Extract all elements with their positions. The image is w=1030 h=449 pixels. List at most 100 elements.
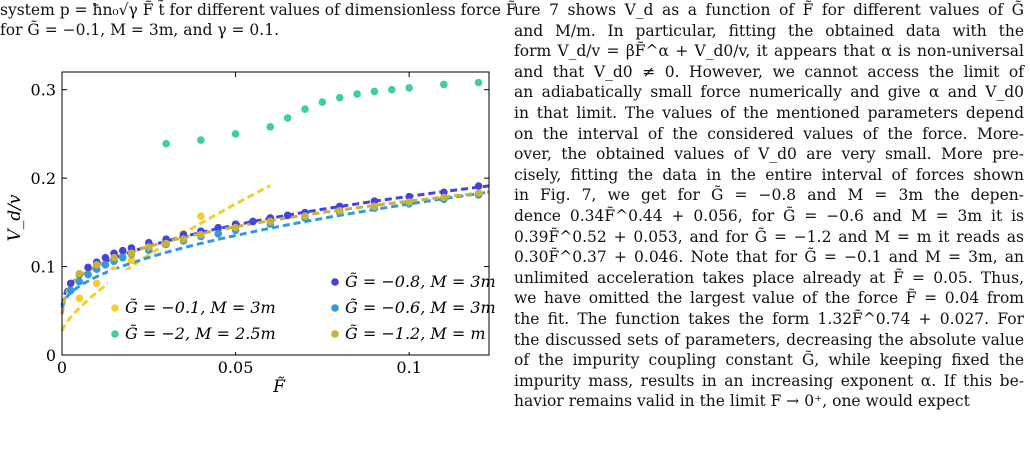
body-line: we have omitted the largest value of the… — [514, 289, 1024, 308]
data-point-series-4 — [440, 193, 448, 202]
data-point-series-1 — [66, 279, 75, 288]
body-line: in that limit. The values of the mention… — [514, 103, 1024, 122]
data-points — [66, 78, 483, 303]
data-point-series-1 — [405, 192, 413, 201]
data-point-series-2 — [474, 78, 483, 87]
legend-label: G̃ = −0.8, M = 3m — [345, 272, 496, 291]
data-point-series-2 — [162, 139, 170, 148]
body-paragraph: ure 7 shows V_d as a function of F̃ for … — [514, 0, 1024, 412]
data-point-series-3 — [75, 277, 84, 286]
x-tick-label: 0.05 — [218, 358, 254, 377]
data-point-series-2 — [283, 114, 292, 122]
data-point-series-3 — [101, 260, 110, 269]
body-line: cisely, fitting the data in the entire i… — [514, 165, 1024, 184]
data-point-series-0 — [127, 256, 136, 265]
legend-marker — [111, 304, 119, 312]
data-point-series-2 — [335, 93, 344, 102]
body-line: the fit. The function takes the form 1.3… — [514, 309, 1024, 328]
body-line: 0.30F̃^0.37 + 0.046. Note that for G̃ = … — [514, 248, 1024, 267]
legend-label: G̃ = −0.1, M = 3m — [125, 298, 276, 317]
x-tick-label: 0 — [57, 358, 67, 377]
body-line: 0.39F̃^0.52 + 0.053, and for G̃ = −1.2 a… — [514, 227, 1024, 246]
body-line: dence 0.34F̃^0.44 + 0.056, for G̃ = −0.6… — [514, 206, 1024, 225]
data-point-series-1 — [101, 253, 110, 262]
data-point-series-3 — [84, 270, 92, 279]
body-line: the discussed sets of parameters, decrea… — [514, 330, 1024, 349]
data-point-series-3 — [214, 230, 223, 238]
data-point-series-2 — [318, 98, 327, 106]
data-point-series-2 — [353, 90, 361, 98]
y-tick-label: 0 — [46, 346, 56, 365]
figure-7: 0 0.05 0.1 0 0.1 0.2 0.3 V_d/v F̃ G̃ = −0.8, M… — [0, 62, 500, 397]
body-line: ure 7 shows V_d as a function of F̃ for … — [514, 1, 1024, 19]
data-point-series-4 — [179, 235, 188, 243]
data-point-series-4 — [405, 198, 413, 206]
fit-curve-series-3 — [60, 190, 490, 309]
data-point-series-1 — [249, 217, 257, 226]
data-point-series-2 — [266, 123, 275, 131]
data-point-series-2 — [370, 87, 379, 96]
data-point-series-0 — [75, 294, 84, 303]
data-point-series-4 — [144, 243, 153, 251]
legend-marker — [331, 330, 339, 338]
y-tick-label: 0.3 — [31, 81, 56, 100]
data-point-series-3 — [118, 253, 127, 262]
legend: G̃ = −0.8, M = 3m G̃ = −0.1, M = 3m G̃ = −… — [108, 270, 496, 352]
body-line: unlimited acceleration takes place alrea… — [514, 268, 1024, 287]
legend-label: G̃ = −1.2, M = m — [345, 324, 486, 343]
legend-label: G̃ = −0.6, M = 3m — [345, 298, 496, 317]
data-point-series-3 — [66, 286, 75, 295]
data-point-series-4 — [266, 217, 275, 226]
data-point-series-4 — [197, 230, 205, 239]
data-point-series-1 — [118, 246, 127, 255]
data-point-series-4 — [127, 249, 136, 258]
data-point-series-4 — [162, 239, 170, 248]
data-point-series-2 — [440, 80, 448, 89]
caption-line: system p = ħn₀√γ F̃ t̃ for different val… — [0, 1, 517, 19]
data-point-series-4 — [370, 202, 379, 211]
caption-line: for G̃ = −0.1, M = 3m, and γ = 0.1. — [0, 21, 279, 39]
data-point-series-2 — [405, 84, 413, 92]
body-line: and that V_d0 ≠ 0. However, we cannot ac… — [514, 62, 1024, 81]
data-point-series-4 — [75, 269, 84, 278]
body-line: and M/m. In particular, fitting the obta… — [514, 21, 1024, 40]
legend-background — [108, 270, 486, 352]
data-point-series-4 — [92, 260, 101, 269]
data-point-series-1 — [127, 244, 136, 252]
y-tick-label: 0.1 — [31, 258, 56, 277]
data-point-series-1 — [84, 263, 92, 272]
body-line: on the interval of the considered values… — [514, 124, 1024, 143]
x-axis-label: F̃ — [272, 377, 286, 392]
data-point-series-1 — [440, 188, 448, 197]
data-point-series-2 — [197, 136, 205, 144]
body-line: an adiabatically small force numerically… — [514, 83, 1024, 102]
figure-caption: system p = ħn₀√γ F̃ t̃ for different val… — [0, 0, 517, 40]
data-point-series-4 — [474, 189, 483, 197]
legend-marker — [111, 330, 119, 338]
body-line: over, the obtained values of V_d0 are ve… — [514, 145, 1024, 164]
y-tick-label: 0.2 — [31, 169, 56, 188]
data-point-series-1 — [474, 182, 483, 190]
data-point-series-0 — [197, 212, 205, 220]
data-point-series-2 — [231, 130, 240, 138]
legend-label: G̃ = −2, M = 2.5m — [125, 324, 276, 343]
body-line: havior remains valid in the limit F → 0⁺… — [514, 392, 970, 411]
plot-frame — [61, 71, 490, 356]
legend-marker — [331, 304, 339, 312]
y-axis-label: V_d/v — [5, 194, 25, 241]
data-point-series-4 — [231, 223, 240, 232]
data-point-series-0 — [92, 279, 101, 288]
data-point-series-2 — [301, 105, 309, 113]
data-point-series-4 — [110, 253, 118, 262]
data-point-series-4 — [335, 207, 344, 215]
x-tick-label: 0.1 — [396, 358, 421, 377]
data-point-series-1 — [214, 223, 223, 232]
data-point-series-1 — [283, 211, 292, 220]
data-point-series-4 — [301, 212, 309, 220]
body-line: of the impurity coupling constant G̃, wh… — [514, 351, 1024, 370]
legend-marker — [331, 278, 339, 286]
data-point-series-2 — [387, 85, 396, 94]
drift-velocity-chart: 0 0.05 0.1 0 0.1 0.2 0.3 V_d/v F̃ G̃ = −0.8, M… — [5, 71, 496, 397]
body-line: form V_d/v = βF̃^α + V_d0/v, it appears … — [514, 42, 1024, 61]
body-line: in Fig. 7, we get for G̃ = −0.8 and M = … — [514, 186, 1024, 205]
